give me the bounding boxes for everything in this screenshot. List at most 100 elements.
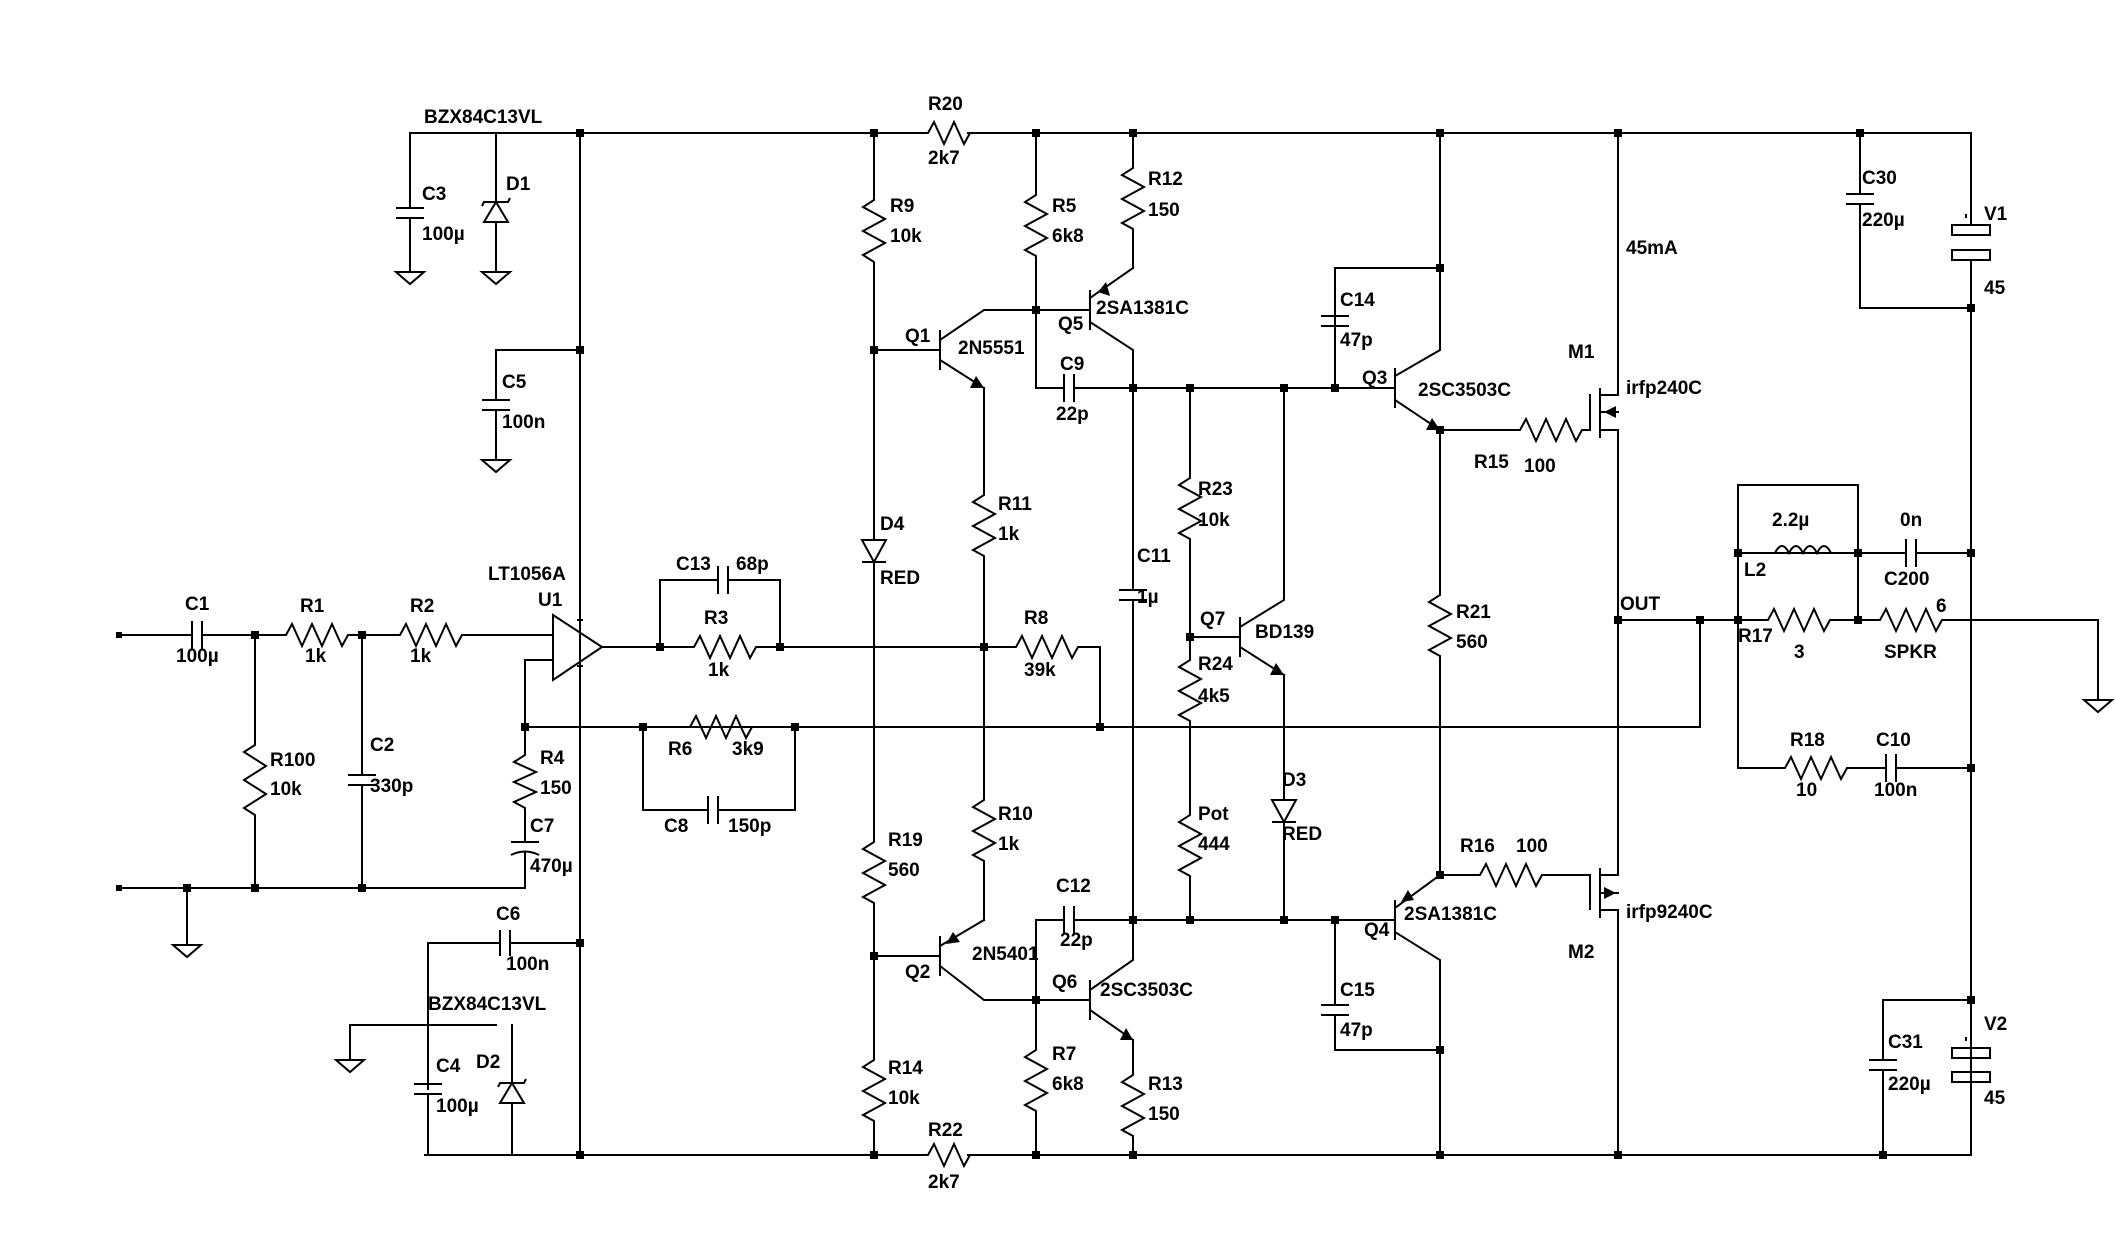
r16-label: R16 — [1460, 836, 1495, 857]
q7-label: Q7 — [1200, 609, 1225, 630]
d4-value: RED — [880, 568, 920, 589]
r14-label: R14 — [888, 1058, 923, 1079]
r100-value: 10k — [270, 779, 302, 800]
d1-part-label: BZX84C13VL — [424, 107, 543, 128]
q4-part-label: 2SA1381C — [1404, 904, 1497, 925]
r13-resistor — [1119, 1039, 1147, 1156]
r2-label: R2 — [410, 596, 434, 617]
c30-capacitor — [1846, 132, 1972, 309]
r11-resistor — [970, 387, 998, 648]
r19-value: 560 — [888, 860, 920, 881]
v2-value: 45 — [1984, 1088, 2006, 1109]
d1-label: D1 — [506, 174, 531, 195]
q4-transistor — [1334, 873, 1442, 1156]
d2-part-label: BZX84C13VL — [428, 994, 547, 1015]
u1-label: U1 — [538, 590, 563, 611]
v1-battery — [1951, 132, 1991, 1156]
r20-value: 2k7 — [928, 148, 960, 169]
q1-part-label: 2N5551 — [958, 338, 1025, 359]
m1-mosfet — [1589, 132, 1619, 621]
r4-label: R4 — [540, 748, 565, 769]
r21-resistor — [1426, 429, 1454, 876]
r23-resistor — [1176, 387, 1204, 638]
r22-label: R22 — [928, 1120, 963, 1141]
r16-resistor — [1439, 861, 1591, 889]
pot-label: Pot — [1198, 804, 1229, 825]
d2-label: D2 — [476, 1052, 500, 1073]
c14-value: 47p — [1340, 330, 1373, 351]
c12-capacitor — [1035, 906, 1134, 1001]
r11-value: 1k — [998, 524, 1020, 545]
c3-capacitor — [393, 132, 427, 286]
m1-part-label: irfp240C — [1626, 378, 1702, 399]
r17-label: R17 — [1738, 626, 1773, 647]
r17-value: 3 — [1794, 642, 1805, 663]
c1-label: C1 — [185, 594, 210, 615]
d1-zener-diode — [479, 132, 513, 286]
q1-label: Q1 — [905, 326, 931, 347]
c9-capacitor — [1035, 309, 1134, 402]
c6-label: C6 — [496, 904, 520, 925]
out-label: OUT — [1620, 594, 1661, 615]
input-ground-line — [116, 885, 526, 959]
r3-label: R3 — [704, 608, 728, 629]
v1-value: 45 — [1984, 278, 2006, 299]
c5-capacitor — [479, 349, 581, 474]
r9-label: R9 — [890, 196, 914, 217]
r13-value: 150 — [1148, 1104, 1180, 1125]
c15-value: 47p — [1340, 1020, 1373, 1041]
c10-value: 100n — [1874, 780, 1917, 801]
q5-transistor — [1035, 266, 1135, 389]
r7-resistor — [1022, 999, 1050, 1156]
q7-transistor — [1189, 387, 1286, 677]
r100-resistor — [242, 634, 268, 889]
r8-resistor — [984, 633, 1101, 728]
c15-capacitor — [1321, 919, 1441, 1051]
c14-label: C14 — [1340, 290, 1375, 311]
c3-label: C3 — [422, 184, 446, 205]
d3-label: D3 — [1282, 770, 1306, 791]
spkr-label: SPKR — [1884, 642, 1937, 663]
q2-label: Q2 — [905, 962, 930, 983]
c30-value: 220µ — [1862, 210, 1905, 231]
r10-label: R10 — [998, 804, 1033, 825]
q5-part-label: 2SA1381C — [1096, 298, 1189, 319]
c12-value: 22p — [1060, 930, 1093, 951]
r8-value: 39k — [1024, 660, 1056, 681]
r6-label: R6 — [668, 739, 692, 760]
r2-value: 1k — [410, 646, 432, 667]
m2-mosfet — [1589, 619, 1619, 1156]
d3-led — [1270, 674, 1298, 921]
r6-resistor — [642, 713, 796, 741]
q3-transistor — [1334, 132, 1442, 432]
m2-part-label: irfp9240C — [1626, 902, 1713, 923]
c9-label: C9 — [1060, 354, 1084, 375]
d4-label: D4 — [880, 514, 905, 535]
c200-capacitor — [1857, 539, 1972, 567]
r23-value: 10k — [1198, 510, 1230, 531]
junction-dots — [183, 129, 1975, 1159]
c12-label: C12 — [1056, 876, 1091, 897]
q4-label: Q4 — [1364, 920, 1390, 941]
ground-d2 — [333, 1024, 497, 1074]
c4-capacitor — [414, 1083, 442, 1156]
r19-resistor — [860, 834, 888, 957]
q3-part-label: 2SC3503C — [1418, 380, 1511, 401]
pot-resistor — [1176, 799, 1204, 921]
c5-label: C5 — [502, 372, 527, 393]
c30-label: C30 — [1862, 168, 1897, 189]
feedback-node-line — [524, 659, 1701, 728]
r1-value: 1k — [305, 646, 327, 667]
out-node — [1617, 619, 1701, 728]
r5-label: R5 — [1052, 196, 1077, 217]
c7-label: C7 — [530, 816, 554, 837]
c13-value: 68p — [736, 554, 769, 575]
q2-part-label: 2N5401 — [972, 944, 1039, 965]
input-terminal — [116, 632, 193, 638]
u1-part-label: LT1056A — [488, 564, 566, 585]
bias-current-label: 45mA — [1626, 238, 1678, 259]
q5-label: Q5 — [1058, 314, 1084, 335]
r15-label: R15 — [1474, 452, 1509, 473]
r24-label: R24 — [1198, 654, 1233, 675]
